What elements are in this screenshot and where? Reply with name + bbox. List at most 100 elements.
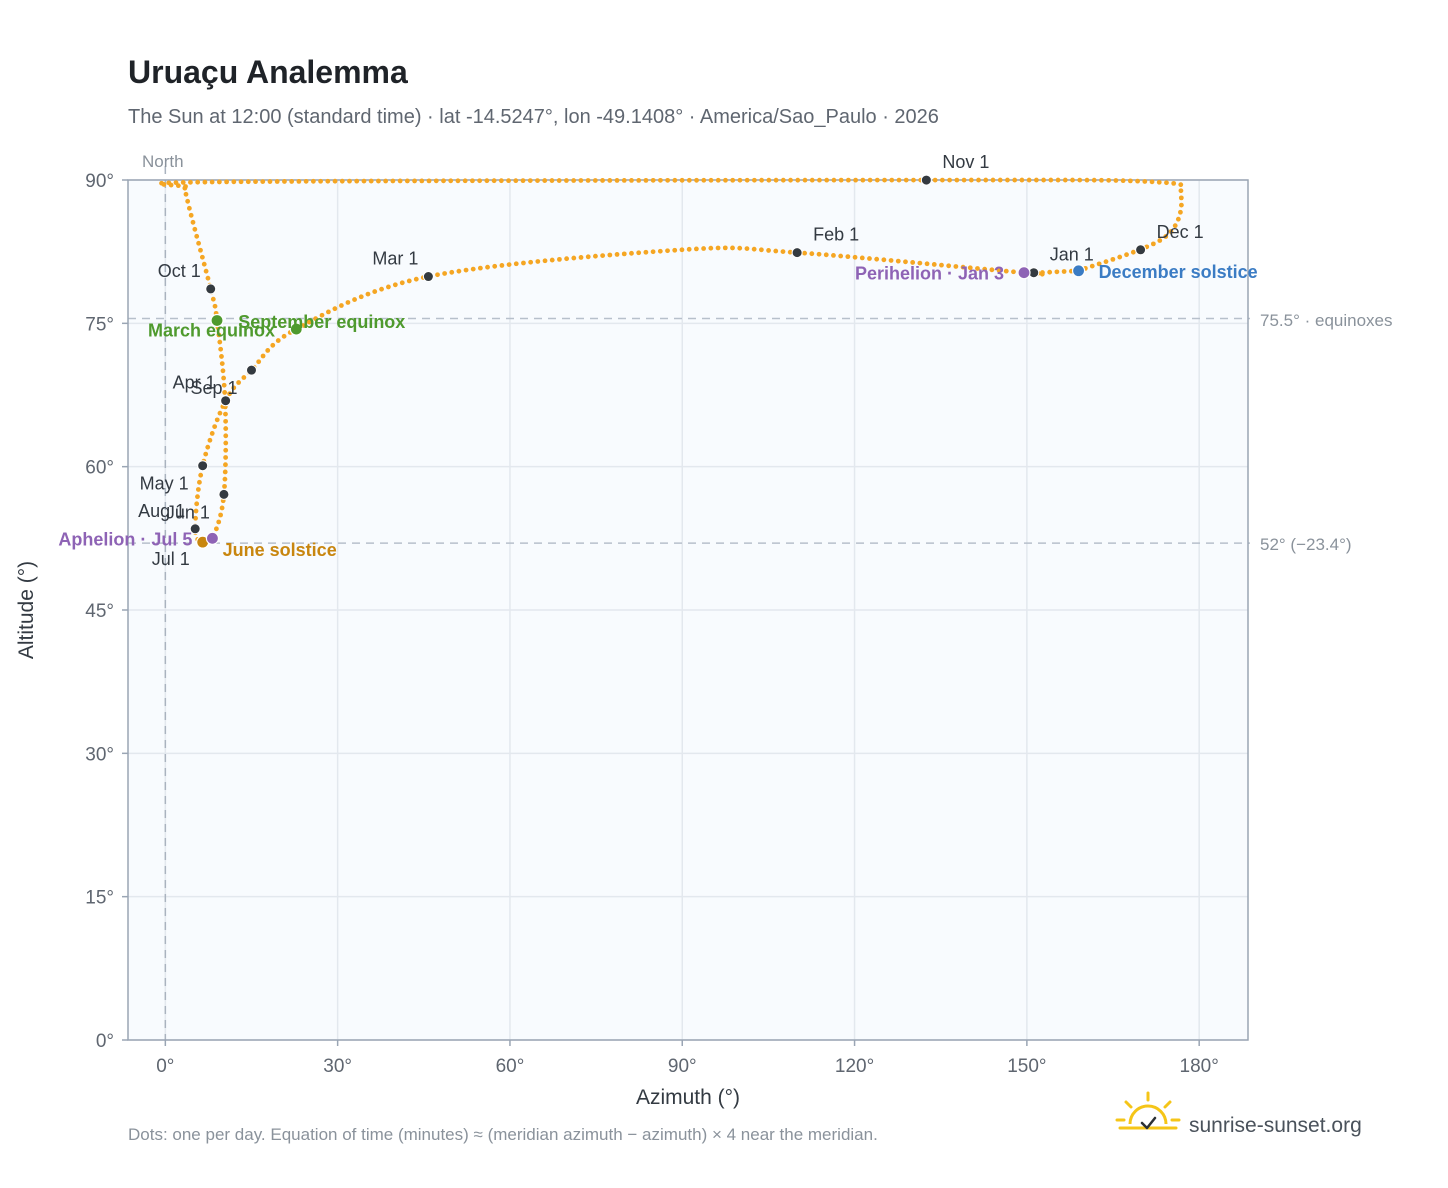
daily-sun-dot	[1117, 254, 1123, 260]
daily-sun-dot	[441, 178, 446, 184]
daily-sun-dot	[788, 177, 793, 183]
daily-sun-dot	[463, 267, 469, 273]
daily-sun-dot	[824, 177, 830, 183]
daily-sun-dot	[222, 469, 228, 475]
daily-sun-dot	[889, 177, 895, 183]
daily-sun-dot	[939, 262, 944, 268]
daily-sun-dot	[197, 479, 202, 485]
daily-sun-dot	[185, 198, 191, 204]
daily-sun-dot	[455, 178, 461, 184]
daily-sun-dot	[1178, 188, 1184, 194]
daily-sun-dot	[874, 256, 880, 262]
daily-sun-dot	[216, 519, 222, 525]
daily-sun-dot	[306, 319, 312, 325]
daily-sun-dot	[506, 178, 511, 184]
daily-sun-dot	[910, 260, 916, 265]
daily-sun-dot	[817, 177, 822, 183]
x-tick-label: 90°	[668, 1056, 697, 1077]
daily-sun-dot	[1130, 249, 1136, 255]
daily-sun-dot	[198, 247, 203, 253]
daily-sun-dot	[485, 264, 490, 270]
daily-sun-dot	[1003, 268, 1009, 274]
daily-sun-dot	[245, 179, 251, 185]
daily-sun-dot	[1135, 178, 1140, 184]
daily-sun-dot	[917, 260, 923, 266]
daily-sun-dot	[932, 177, 938, 183]
event-label: December solstice	[1099, 262, 1258, 282]
daily-sun-dot	[614, 178, 620, 183]
daily-sun-dot	[1084, 177, 1090, 183]
daily-sun-dot	[1096, 261, 1102, 267]
daily-sun-dot	[383, 178, 389, 184]
daily-sun-dot	[231, 385, 237, 391]
daily-sun-dot	[686, 246, 692, 252]
daily-sun-dot	[701, 177, 707, 183]
daily-sun-dot	[219, 354, 224, 359]
month-marker-label: Sep 1	[190, 378, 237, 398]
daily-sun-dot	[672, 247, 678, 253]
daily-sun-dot	[1005, 177, 1010, 183]
daily-sun-dot	[209, 179, 215, 185]
daily-sun-dot	[352, 297, 357, 302]
month-marker-label: Feb 1	[813, 225, 859, 245]
month-marker-dot	[245, 364, 257, 376]
daily-sun-dot	[332, 306, 338, 312]
daily-sun-dot	[636, 177, 642, 183]
daily-sun-dot	[198, 472, 204, 478]
daily-sun-dot	[195, 179, 201, 185]
daily-sun-dot	[413, 276, 419, 282]
daily-sun-dot	[549, 257, 555, 263]
daily-sun-dot	[513, 178, 519, 184]
daily-sun-dot	[205, 275, 211, 281]
daily-sun-dot	[759, 177, 765, 183]
daily-sun-dot	[1178, 195, 1184, 201]
daily-sun-dot	[386, 284, 391, 290]
daily-sun-dot	[281, 333, 287, 339]
daily-sun-dot	[449, 269, 455, 275]
daily-sun-dot	[368, 178, 374, 184]
daily-sun-dot	[730, 245, 735, 251]
daily-sun-dot	[924, 261, 930, 267]
daily-sun-dot	[282, 179, 287, 184]
daily-sun-dot	[975, 266, 980, 271]
daily-sun-dot	[212, 424, 218, 430]
daily-sun-dot	[982, 266, 988, 272]
daily-sun-dot	[939, 177, 945, 183]
daily-sun-dot	[216, 179, 222, 185]
daily-sun-dot	[1011, 269, 1016, 275]
daily-sun-dot	[946, 263, 952, 269]
daily-sun-dot	[223, 411, 228, 417]
daily-sun-dot	[657, 248, 663, 254]
month-marker-label: Jan 1	[1050, 245, 1094, 265]
daily-sun-dot	[867, 256, 872, 261]
daily-sun-dot	[954, 177, 960, 183]
daily-sun-dot	[853, 177, 859, 183]
daily-sun-dot	[650, 177, 656, 183]
daily-sun-dot	[1089, 263, 1095, 269]
daily-sun-dot	[1149, 179, 1155, 185]
daily-sun-dot	[1099, 177, 1104, 183]
daily-sun-dot	[412, 178, 417, 184]
daily-sun-dot	[1026, 177, 1032, 183]
daily-sun-dot	[1142, 179, 1148, 184]
event-label: March equinox	[148, 320, 275, 340]
daily-sun-dot	[241, 375, 247, 380]
daily-sun-dot	[265, 348, 271, 353]
daily-sun-dot	[361, 178, 367, 184]
daily-sun-dot	[175, 183, 181, 189]
daily-sun-dot	[218, 512, 224, 518]
daily-sun-dot	[354, 178, 360, 184]
daily-sun-dot	[1106, 177, 1112, 183]
daily-sun-dot	[195, 494, 200, 500]
daily-sun-dot	[1157, 238, 1163, 243]
daily-sun-dot	[831, 253, 836, 258]
daily-sun-dot	[672, 177, 678, 183]
x-tick-label: 120°	[835, 1056, 874, 1077]
daily-sun-dot	[1124, 252, 1129, 258]
daily-sun-dot	[426, 178, 432, 184]
daily-sun-dot	[520, 178, 526, 184]
daily-sun-dot	[1171, 180, 1177, 186]
daily-sun-dot	[629, 250, 634, 256]
daily-sun-dot	[227, 391, 232, 397]
